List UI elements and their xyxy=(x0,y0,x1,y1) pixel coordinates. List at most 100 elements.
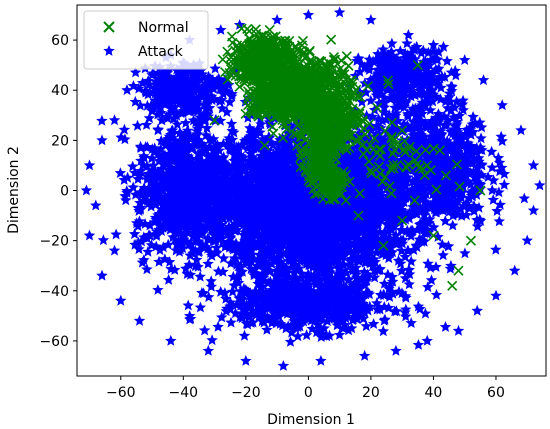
attack-point xyxy=(336,231,348,243)
attack-point xyxy=(309,229,321,241)
attack-point xyxy=(260,214,273,226)
attack-point xyxy=(370,246,383,258)
attack-point xyxy=(253,126,266,138)
attack-point xyxy=(363,130,375,142)
attack-point xyxy=(194,301,207,313)
attack-point xyxy=(244,122,256,134)
attack-point xyxy=(146,152,158,164)
attack-point xyxy=(361,208,373,220)
attack-point xyxy=(152,124,164,136)
attack-point xyxy=(304,223,317,235)
attack-point xyxy=(231,212,243,224)
attack-point xyxy=(437,249,449,261)
attack-point xyxy=(283,180,295,192)
attack-point xyxy=(273,144,285,155)
attack-point xyxy=(131,119,144,131)
attack-point xyxy=(376,240,388,252)
attack-point xyxy=(368,271,381,283)
attack-point xyxy=(356,250,368,262)
attack-point xyxy=(362,246,374,257)
attack-point xyxy=(487,194,499,205)
attack-point xyxy=(255,118,267,130)
attack-point xyxy=(240,133,253,145)
attack-point xyxy=(364,232,376,244)
attack-point xyxy=(202,257,214,269)
attack-point xyxy=(382,268,394,280)
attack-point xyxy=(287,176,300,188)
attack-point xyxy=(399,251,411,262)
attack-point xyxy=(351,230,363,241)
attack-point xyxy=(110,228,122,240)
attack-point xyxy=(291,264,303,276)
attack-point xyxy=(254,169,267,181)
attack-point xyxy=(475,132,487,144)
attack-point xyxy=(180,262,192,274)
attack-point xyxy=(350,204,363,216)
attack-point xyxy=(242,257,254,269)
attack-point xyxy=(250,142,262,153)
attack-point xyxy=(348,247,360,259)
attack-point xyxy=(343,182,356,194)
attack-point xyxy=(228,154,240,166)
attack-point xyxy=(97,234,110,246)
attack-point xyxy=(493,215,505,227)
attack-point xyxy=(260,255,272,267)
attack-point xyxy=(265,238,277,249)
attack-point xyxy=(235,155,247,167)
attack-point xyxy=(283,215,295,226)
attack-point xyxy=(330,238,342,250)
attack-point xyxy=(327,210,340,222)
attack-point xyxy=(212,265,225,277)
attack-point xyxy=(312,252,325,264)
attack-point xyxy=(485,145,498,157)
attack-point xyxy=(396,287,408,299)
attack-point xyxy=(317,249,329,261)
attack-point xyxy=(198,324,211,336)
attack-point xyxy=(247,181,259,193)
attack-point xyxy=(366,260,379,272)
attack-point xyxy=(252,255,265,267)
attack-point xyxy=(425,274,438,286)
attack-point xyxy=(226,133,239,145)
attack-point xyxy=(258,207,270,219)
attack-point xyxy=(403,264,415,275)
attack-point xyxy=(282,130,294,142)
attack-point xyxy=(346,162,358,174)
attack-point xyxy=(225,316,237,328)
attack-point xyxy=(292,178,304,189)
attack-point xyxy=(337,225,350,237)
attack-point xyxy=(362,254,374,266)
attack-point xyxy=(96,114,108,126)
attack-point xyxy=(486,184,498,196)
attack-point xyxy=(270,220,282,231)
attack-point xyxy=(256,220,268,232)
attack-point xyxy=(374,204,386,216)
attack-point xyxy=(220,225,232,236)
attack-point xyxy=(225,257,237,269)
attack-point xyxy=(273,156,286,168)
attack-point xyxy=(350,225,362,236)
attack-point xyxy=(257,189,269,200)
attack-point xyxy=(273,163,285,175)
attack-point xyxy=(268,157,280,168)
attack-point xyxy=(377,233,389,244)
attack-point xyxy=(430,288,443,300)
attack-point xyxy=(367,200,379,211)
attack-point xyxy=(399,272,412,284)
attack-point xyxy=(396,265,408,276)
attack-point xyxy=(439,321,452,332)
attack-point xyxy=(266,258,278,269)
attack-point xyxy=(368,253,380,265)
attack-point xyxy=(291,137,303,149)
attack-point xyxy=(212,321,224,332)
attack-point xyxy=(321,257,333,269)
attack-point xyxy=(254,176,266,188)
attack-point xyxy=(237,216,249,228)
points-layer xyxy=(80,6,546,371)
attack-point xyxy=(237,229,250,240)
attack-point xyxy=(218,252,230,264)
attack-point xyxy=(412,339,425,350)
attack-point xyxy=(364,205,376,217)
attack-point xyxy=(182,299,194,311)
